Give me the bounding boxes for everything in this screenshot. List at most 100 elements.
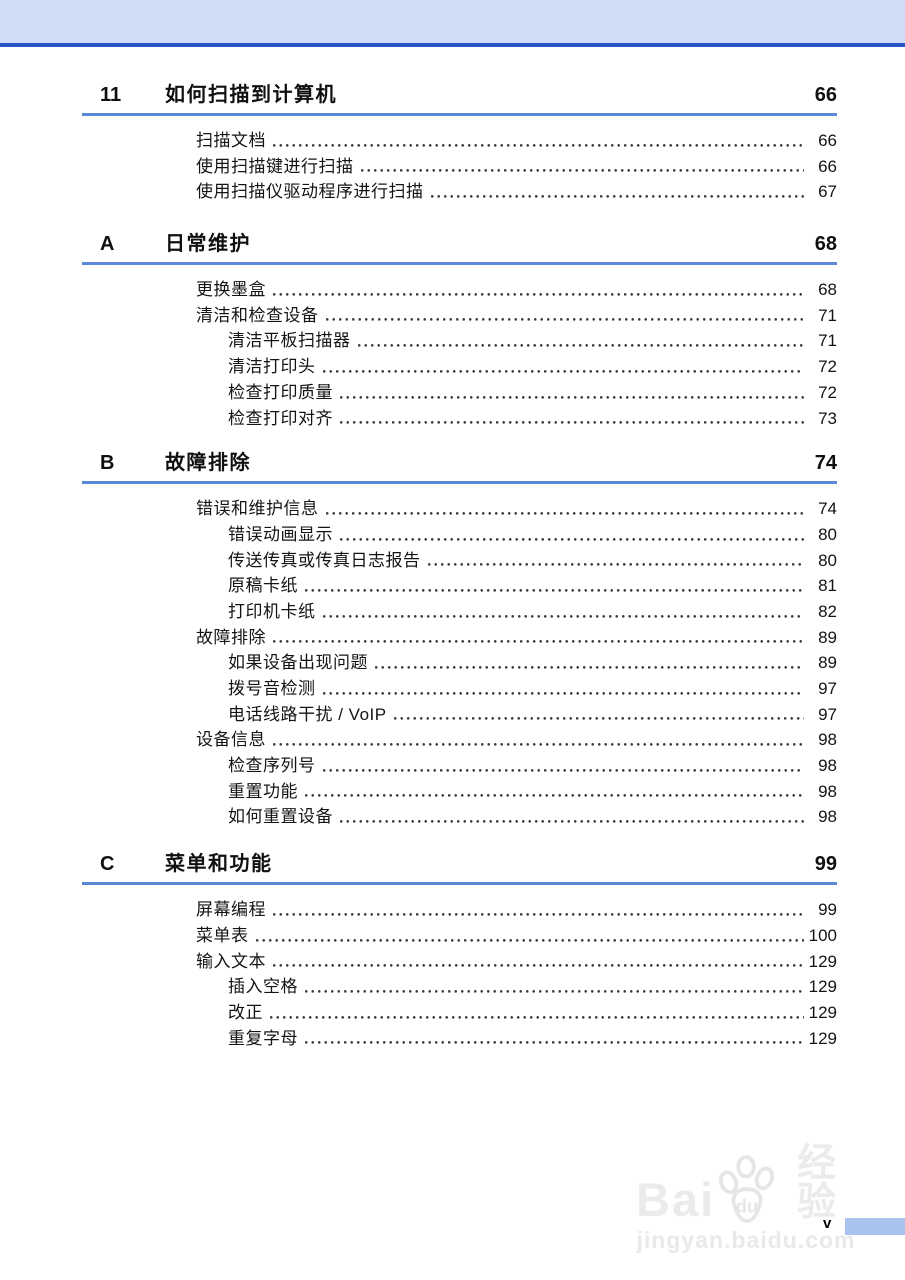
toc-row: 清洁和检查设备 71 <box>82 301 837 327</box>
toc-list: 屏幕编程 99 菜单表 100 输入文本 129 插入空格 129 改正 129… <box>82 885 837 1049</box>
toc-row: 拨号音检测 97 <box>82 674 837 700</box>
toc-row: 改正 129 <box>82 998 837 1024</box>
toc-row: 菜单表 100 <box>82 921 837 947</box>
toc-list: 错误和维护信息 74 错误动画显示 80 传送传真或传真日志报告 80 原稿卡纸… <box>82 484 837 828</box>
dotted-leader <box>322 691 804 695</box>
toc-row: 错误动画显示 80 <box>82 520 837 546</box>
toc-item-page: 72 <box>818 357 837 377</box>
dotted-leader <box>273 292 804 296</box>
section-heading: 11 如何扫描到计算机 66 <box>82 83 837 116</box>
toc-sections: 11 如何扫描到计算机 66 扫描文档 66 使用扫描键进行扫描 66 使用扫描… <box>82 83 837 1049</box>
section-heading: A 日常维护 68 <box>82 232 837 266</box>
toc-item-page: 89 <box>818 653 837 673</box>
section-heading: B 故障排除 74 <box>82 451 837 485</box>
dotted-leader <box>273 964 804 968</box>
toc-item-label: 改正 <box>228 1002 263 1022</box>
toc-item-label: 菜单表 <box>196 925 249 945</box>
toc-row: 设备信息 98 <box>82 725 837 751</box>
toc-section: B 故障排除 74 错误和维护信息 74 错误动画显示 80 传送传真或传真日志… <box>82 451 837 828</box>
toc-item-label: 错误和维护信息 <box>196 499 319 519</box>
toc-item-page: 98 <box>818 781 837 801</box>
toc-item-page: 97 <box>818 704 837 724</box>
toc-item-label: 清洁和检查设备 <box>196 305 319 325</box>
toc-row: 故障排除 89 <box>82 623 837 649</box>
baidu-logo: Bai du 经验 <box>636 1144 856 1224</box>
toc-row: 更换墨盒 68 <box>82 275 837 301</box>
dotted-leader <box>340 820 804 824</box>
toc-item-page: 80 <box>818 550 837 570</box>
toc-item-label: 扫描文档 <box>196 131 266 150</box>
toc-row: 检查打印质量 72 <box>82 378 837 404</box>
toc-row: 打印机卡纸 82 <box>82 597 837 623</box>
toc-item-label: 打印机卡纸 <box>228 601 316 621</box>
toc-row: 如何重置设备 98 <box>82 802 837 828</box>
dotted-leader <box>305 794 804 798</box>
dotted-leader <box>305 588 804 592</box>
toc-row: 插入空格 129 <box>82 972 837 998</box>
toc-row: 使用扫描仪驱动程序进行扫描 67 <box>82 177 837 203</box>
dotted-leader <box>375 666 804 669</box>
toc-row: 传送传真或传真日志报告 80 <box>82 546 837 572</box>
toc-item-label: 使用扫描键进行扫描 <box>196 156 354 176</box>
toc-item-page: 81 <box>818 576 837 596</box>
toc-item-label: 清洁打印头 <box>228 357 316 377</box>
toc-row: 清洁平板扫描器 71 <box>82 326 837 352</box>
dotted-leader <box>270 1015 804 1019</box>
section-title: 如何扫描到计算机 <box>165 84 337 106</box>
section-page: 66 <box>814 84 837 106</box>
toc-item-page: 73 <box>818 408 837 428</box>
section-page: 68 <box>814 233 837 256</box>
baidu-paw-du-text: du <box>736 1195 758 1216</box>
header-band <box>0 0 905 47</box>
dotted-leader <box>357 344 804 348</box>
toc-section: C 菜单和功能 99 屏幕编程 99 菜单表 100 输入文本 129 插入空格… <box>82 852 837 1049</box>
dotted-leader <box>273 743 804 747</box>
dotted-leader <box>255 938 804 942</box>
dotted-leader <box>322 369 804 373</box>
toc-row: 重置功能 98 <box>82 777 837 803</box>
toc-row: 重复字母 129 <box>82 1024 837 1050</box>
page-number: v <box>823 1215 832 1232</box>
toc-item-page: 71 <box>818 305 837 325</box>
toc-content: 11 如何扫描到计算机 66 扫描文档 66 使用扫描键进行扫描 66 使用扫描… <box>82 47 837 1049</box>
section-title: 菜单和功能 <box>165 853 273 876</box>
toc-row: 原稿卡纸 81 <box>82 571 837 597</box>
dotted-leader <box>305 1041 804 1045</box>
toc-item-page: 67 <box>818 182 837 202</box>
dotted-leader <box>393 717 804 721</box>
dotted-leader <box>273 640 804 644</box>
section-page: 99 <box>814 853 837 876</box>
toc-item-page: 129 <box>808 1002 837 1022</box>
toc-item-label: 电话线路干扰 / VoIP <box>228 704 387 724</box>
dotted-leader <box>430 195 804 199</box>
toc-item-label: 如果设备出现问题 <box>228 653 368 673</box>
baidu-paw-icon: du <box>719 1155 775 1223</box>
toc-item-label: 重复字母 <box>228 1028 298 1048</box>
toc-section: A 日常维护 68 更换墨盒 68 清洁和检查设备 71 清洁平板扫描器 71 … <box>82 232 837 429</box>
dotted-leader <box>322 614 804 618</box>
toc-item-label: 插入空格 <box>228 977 298 997</box>
baidu-logo-text: Bai <box>636 1173 716 1226</box>
dotted-leader <box>427 563 804 567</box>
toc-item-label: 使用扫描仪驱动程序进行扫描 <box>196 182 424 202</box>
jingyan-logo-text: 经验 <box>797 1142 839 1224</box>
toc-row: 如果设备出现问题 89 <box>82 648 837 674</box>
section-number: 11 <box>100 84 122 106</box>
toc-item-page: 99 <box>818 900 837 920</box>
dotted-leader <box>340 395 804 399</box>
toc-section: 11 如何扫描到计算机 66 扫描文档 66 使用扫描键进行扫描 66 使用扫描… <box>82 83 837 203</box>
toc-row: 电话线路干扰 / VoIP 97 <box>82 700 837 726</box>
dotted-leader <box>273 143 804 147</box>
toc-item-label: 更换墨盒 <box>196 280 266 300</box>
toc-item-page: 98 <box>818 756 837 776</box>
section-number: B <box>100 452 115 475</box>
toc-item-page: 82 <box>818 601 837 621</box>
section-heading: C 菜单和功能 99 <box>82 852 837 886</box>
dotted-leader <box>325 318 804 322</box>
toc-row: 输入文本 129 <box>82 947 837 973</box>
dotted-leader <box>340 421 804 425</box>
toc-item-page: 129 <box>808 977 837 997</box>
toc-item-label: 拨号音检测 <box>228 679 316 698</box>
section-number: C <box>100 853 115 876</box>
dotted-leader <box>360 169 804 173</box>
